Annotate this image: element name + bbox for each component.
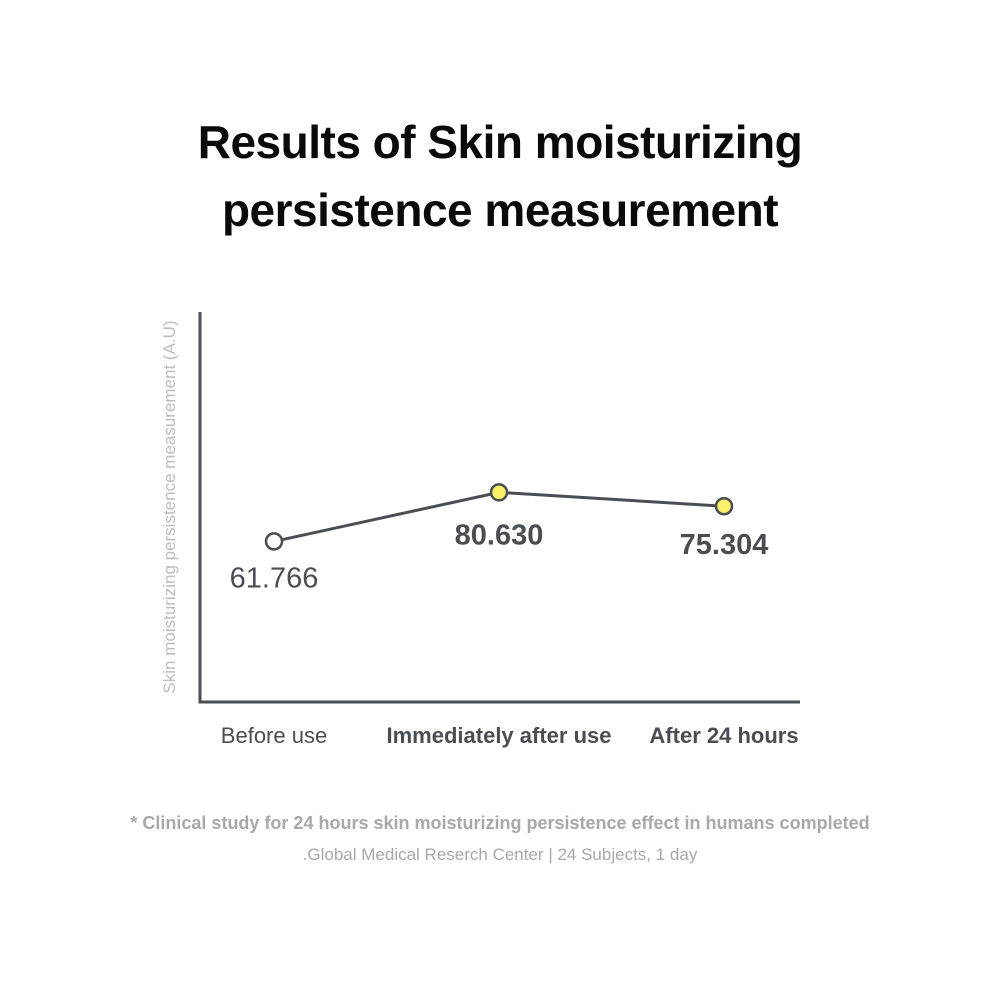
footnote-study: * Clinical study for 24 hours skin moist… [130, 813, 870, 833]
data-point-2 [489, 483, 509, 502]
data-point-1 [264, 532, 284, 551]
data-point-3 [714, 496, 734, 516]
x-tick-labels: Before use Immediately after use After 24 … [221, 723, 799, 748]
chart-title-line-1: Results of Skin moisturizing [197, 116, 803, 168]
x-tick-label-1: Before use [221, 723, 327, 748]
x-tick-label-3: After 24 hours [649, 723, 798, 748]
y-axis-label: Skin moisturizing persistence measuremen… [160, 320, 179, 693]
x-tick-label-2: Immediately after use [387, 723, 612, 748]
data-label-2: 80.630 [455, 519, 544, 551]
footnote-source: .Global Medical Reserch Center | 24 Subj… [302, 845, 698, 864]
chart-title-line-2: persistence measurement [221, 184, 779, 236]
data-label-1: 61.766 [230, 562, 319, 594]
series-layer: 61.766 80.630 75.304 [230, 483, 769, 594]
chart-title: Results of Skin moisturizing persistence… [0, 108, 1000, 244]
data-label-3: 75.304 [680, 529, 769, 561]
